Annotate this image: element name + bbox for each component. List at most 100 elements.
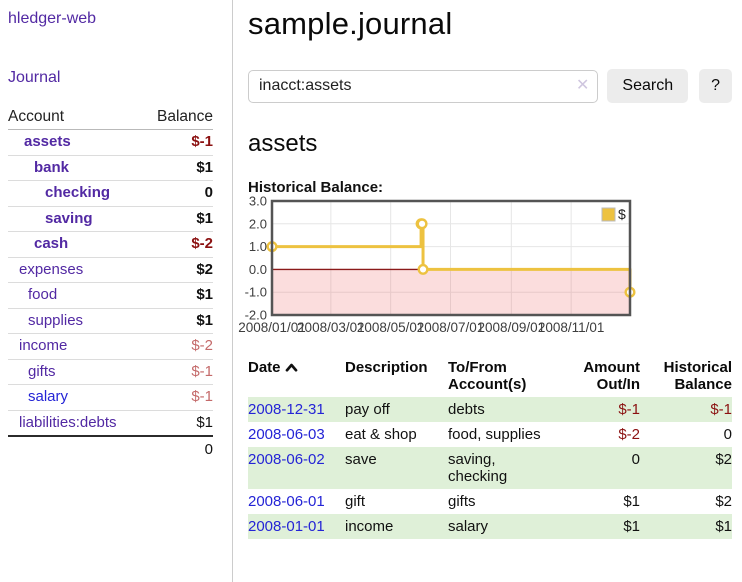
app-title-link[interactable]: hledger-web — [8, 10, 97, 27]
register-description: income — [345, 518, 394, 535]
account-link-saving[interactable]: saving — [45, 209, 93, 227]
svg-text:2008/09/01: 2008/09/01 — [478, 320, 546, 335]
account-link-salary[interactable]: salary — [28, 388, 69, 405]
account-row: gifts $-1 — [8, 360, 213, 385]
account-link-cash[interactable]: cash — [34, 235, 69, 252]
account-link-income[interactable]: income — [19, 337, 68, 354]
register-header-row: Date Description To/From Account(s) Amou… — [248, 357, 732, 397]
register-balance: $-1 — [710, 401, 732, 418]
account-link-bank[interactable]: bank — [34, 158, 70, 176]
register-amount: $1 — [623, 493, 640, 510]
account-row: checking 0 — [8, 181, 213, 207]
register-header-balance: Historical Balance — [663, 359, 732, 393]
account-balance: $1 — [196, 209, 213, 227]
svg-text:-1.0: -1.0 — [245, 285, 267, 300]
register-accounts: food, supplies — [448, 426, 541, 443]
sort-ascending-icon — [285, 360, 298, 377]
account-balance: $1 — [196, 286, 213, 303]
register-header-amount: Amount Out/In — [583, 359, 640, 393]
search-help-button[interactable]: ? — [699, 69, 732, 103]
account-balance: $-2 — [191, 235, 213, 252]
register-amount: $1 — [623, 518, 640, 535]
register-row[interactable]: 2008-01-01 income salary $1 $1 — [248, 514, 732, 539]
register-accounts: saving, checking — [448, 451, 508, 485]
register-date-link[interactable]: 2008-06-02 — [248, 451, 325, 468]
account-row: supplies $1 — [8, 309, 213, 334]
register-amount: 0 — [631, 451, 640, 468]
account-balance: $2 — [196, 260, 213, 278]
register-description: pay off — [345, 401, 390, 418]
account-link-gifts[interactable]: gifts — [28, 362, 56, 380]
register-header-description: Description — [345, 359, 428, 376]
account-balance: $1 — [196, 311, 213, 329]
account-balance: $-1 — [191, 362, 213, 380]
svg-text:2008/11/01: 2008/11/01 — [538, 320, 605, 335]
account-link-liabilities-debts[interactable]: liabilities:debts — [19, 413, 117, 431]
register-date-link[interactable]: 2008-12-31 — [248, 401, 325, 418]
historical-balance-chart: $3.0 2.0 1.0 0.0 -1.0 -2.0 2008/01/01 2008/03/0… — [238, 194, 732, 341]
accounts-total-value: 0 — [204, 441, 213, 458]
register-row[interactable]: 2008-06-02 save saving, checking 0 $2 — [248, 447, 732, 489]
account-balance: $-1 — [191, 388, 213, 405]
account-row: liabilities:debts $1 — [8, 411, 213, 436]
register-date-link[interactable]: 2008-06-01 — [248, 493, 325, 510]
register-amount: $-1 — [618, 401, 640, 418]
clear-search-icon[interactable]: ✕ — [575, 76, 590, 94]
account-link-supplies[interactable]: supplies — [28, 311, 84, 329]
register-amount: $-2 — [618, 426, 640, 443]
register-description: gift — [345, 493, 366, 510]
account-balance: 0 — [204, 184, 213, 201]
account-link-food[interactable]: food — [28, 286, 58, 303]
account-row: expenses $2 — [8, 258, 213, 283]
svg-text:0.0: 0.0 — [249, 262, 267, 277]
svg-text:3.0: 3.0 — [249, 194, 267, 209]
account-row: assets $-1 — [8, 130, 213, 156]
account-row: food $1 — [8, 283, 213, 309]
account-row: cash $-2 — [8, 232, 213, 258]
register-table: Date Description To/From Account(s) Amou… — [248, 357, 732, 539]
account-row: salary $-1 — [8, 385, 213, 411]
register-description: save — [345, 451, 377, 468]
account-heading: assets — [248, 130, 318, 157]
register-balance: $2 — [715, 493, 732, 510]
register-row[interactable]: 2008-12-31 pay off debts $-1 $-1 — [248, 397, 732, 422]
account-row: saving $1 — [8, 207, 213, 232]
search-input[interactable] — [248, 69, 599, 103]
search-form: ✕ Search ? — [248, 69, 732, 103]
register-header-date[interactable]: Date — [248, 357, 345, 397]
legend-label: $ — [618, 206, 626, 222]
register-row[interactable]: 2008-06-01 gift gifts $1 $2 — [248, 489, 732, 514]
accounts-total-row: 0 — [8, 435, 213, 463]
account-link-expenses[interactable]: expenses — [19, 260, 84, 278]
svg-text:-2.0: -2.0 — [245, 308, 267, 323]
account-balance: $1 — [196, 158, 213, 176]
register-date-link[interactable]: 2008-01-01 — [248, 518, 325, 535]
legend-swatch — [601, 207, 616, 222]
account-balance: $1 — [196, 413, 213, 431]
register-description: eat & shop — [345, 426, 417, 443]
register-header-accounts: To/From Account(s) — [448, 359, 527, 393]
historical-balance-label: Historical Balance: — [248, 179, 384, 196]
account-row: bank $1 — [8, 156, 213, 181]
sidebar-item-journal[interactable]: Journal — [8, 69, 61, 86]
svg-text:2008/03/01: 2008/03/01 — [297, 320, 365, 335]
account-row: income $-2 — [8, 334, 213, 360]
register-row[interactable]: 2008-06-03 eat & shop food, supplies $-2… — [248, 422, 732, 447]
account-link-assets[interactable]: assets — [24, 133, 71, 150]
page-title: sample.journal — [248, 6, 453, 41]
account-column-header: Account — [8, 108, 65, 125]
account-balance: $-2 — [191, 337, 213, 354]
accounts-table: Account Balance assets $-1 bank $1 check… — [8, 104, 213, 463]
date-header-label: Date — [248, 359, 281, 376]
register-accounts: debts — [448, 401, 485, 418]
svg-text:2008/01/01: 2008/01/01 — [238, 320, 306, 335]
account-link-checking[interactable]: checking — [45, 184, 111, 201]
accounts-table-header: Account Balance — [8, 104, 213, 130]
svg-text:2008/07/01: 2008/07/01 — [417, 320, 485, 335]
register-accounts: gifts — [448, 493, 476, 510]
sidebar: hledger-web Journal Account Balance asse… — [0, 0, 233, 582]
search-button[interactable]: Search — [607, 69, 689, 103]
svg-text:2008/05/01: 2008/05/01 — [357, 320, 425, 335]
register-balance: $1 — [715, 518, 732, 535]
register-date-link[interactable]: 2008-06-03 — [248, 426, 325, 443]
